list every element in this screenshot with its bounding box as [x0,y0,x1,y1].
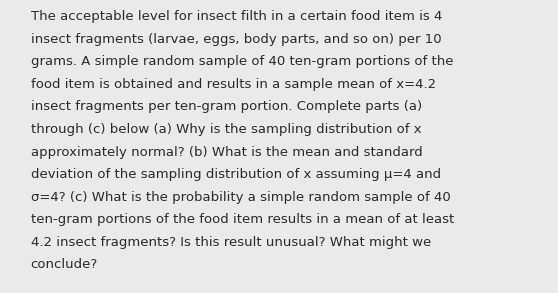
Text: 4.2 insect fragments? Is this result unusual? What might we: 4.2 insect fragments? Is this result unu… [31,236,431,249]
Text: The acceptable level for insect filth in a certain food item is 4: The acceptable level for insect filth in… [31,10,442,23]
Text: food item is obtained and results in a sample mean of x=4.2: food item is obtained and results in a s… [31,78,436,91]
Text: ten-gram portions of the food item results in a mean of at least: ten-gram portions of the food item resul… [31,213,454,226]
Text: σ=4? (c) What is the probability a simple random sample of 40: σ=4? (c) What is the probability a simpl… [31,191,450,204]
Text: conclude?: conclude? [31,258,98,271]
Text: grams. A simple random sample of 40 ten-gram portions of the: grams. A simple random sample of 40 ten-… [31,55,453,68]
Text: through (c) below (a) Why is the sampling distribution of x: through (c) below (a) Why is the samplin… [31,123,421,136]
Text: insect fragments per ten-gram portion. Complete parts (a): insect fragments per ten-gram portion. C… [31,100,422,113]
Text: approximately normal? (b) What is the mean and standard: approximately normal? (b) What is the me… [31,146,422,159]
Text: insect fragments (larvae, eggs, body parts, and so on) per 10: insect fragments (larvae, eggs, body par… [31,33,441,46]
Text: deviation of the sampling distribution of x assuming μ=4 and: deviation of the sampling distribution o… [31,168,441,181]
